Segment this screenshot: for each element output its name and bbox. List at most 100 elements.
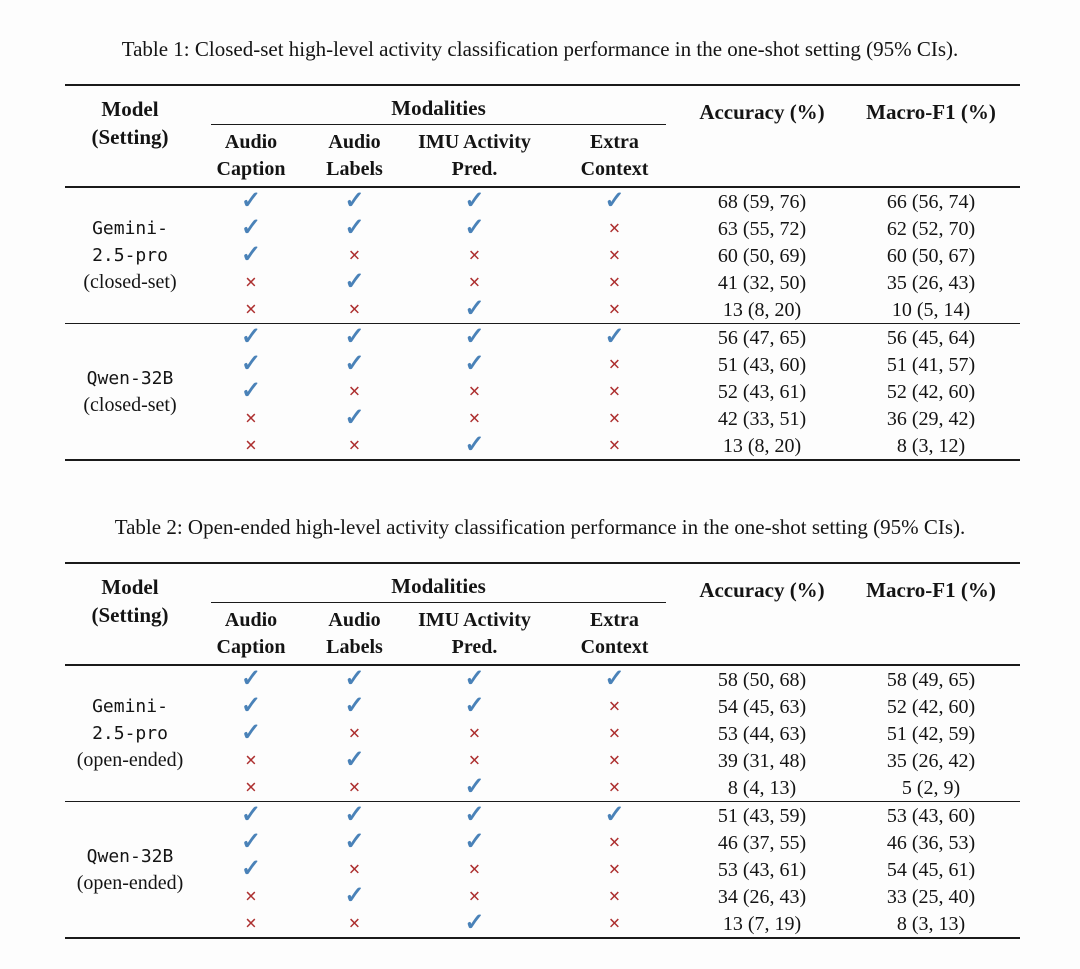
- macro-f1-value: 51 (42, 59): [886, 722, 976, 745]
- extra-context-mark-cell: ✓: [547, 665, 682, 693]
- model-header-line: Model: [101, 97, 159, 121]
- table-row: ✓ × × × 53 (44, 63) 51 (42, 59): [65, 720, 1020, 747]
- table-row: ✓ ✓ ✓ × 51 (43, 60) 51 (41, 57): [65, 351, 1020, 378]
- audio-labels-mark-cell: ×: [307, 296, 402, 324]
- cross-icon: ×: [245, 433, 257, 457]
- col-header-imu-activity-pred: IMU Activity Pred.: [402, 603, 547, 666]
- col-header-audio-caption: Audio Caption: [195, 125, 307, 188]
- check-icon: ✓: [344, 829, 365, 855]
- extra-context-mark-cell: ×: [547, 910, 682, 938]
- cross-icon: ×: [348, 433, 361, 457]
- setting-header-line: (Setting): [91, 125, 169, 149]
- macro-f1-value: 10 (5, 14): [891, 298, 971, 321]
- model-setting: (open-ended): [76, 871, 184, 894]
- imu-activity-pred-mark-cell: ✓: [402, 187, 547, 215]
- audio-labels-mark-cell: ✓: [307, 801, 402, 829]
- imu-activity-pred-mark-cell: ✓: [402, 693, 547, 720]
- audio-caption-mark-cell: ✓: [195, 242, 307, 269]
- table-row: ✓ × × × 60 (50, 69) 60 (50, 67): [65, 242, 1020, 269]
- table-row: Gemini- 2.5-pro (open-ended) ✓ ✓ ✓ ✓ 58 (50, 68…: [65, 665, 1020, 771]
- table-row: × ✓ × × 34 (26, 43) 33 (25, 40): [65, 883, 1020, 910]
- col-header-modalities: Modalities: [195, 85, 682, 125]
- accuracy-value: 42 (33, 51): [717, 407, 807, 430]
- cross-icon: ×: [348, 775, 361, 799]
- imu-activity-pred-mark-cell: ×: [402, 856, 547, 883]
- check-icon: ✓: [240, 324, 262, 350]
- cross-icon: ×: [608, 830, 621, 854]
- extra-context-mark-cell: ×: [547, 378, 682, 405]
- check-icon: ✓: [240, 802, 262, 828]
- audio-labels-mark-cell: ✓: [307, 269, 402, 296]
- extra-context-mark-cell: ×: [547, 296, 682, 324]
- cross-icon: ×: [468, 243, 481, 267]
- table-row: × ✓ × × 42 (33, 51) 36 (29, 42): [65, 405, 1020, 432]
- audio-labels-mark-cell: ✓: [307, 829, 402, 856]
- table-2-section: Table 2: Open-ended high-level activity …: [34, 514, 1046, 939]
- accuracy-value: 51 (43, 60): [717, 353, 807, 376]
- extra-context-mark-cell: ×: [547, 405, 682, 432]
- audio-labels-mark-cell: ✓: [307, 215, 402, 242]
- macro-f1-value: 46 (36, 53): [886, 831, 976, 854]
- table-2-body: Gemini- 2.5-pro (open-ended) ✓ ✓ ✓ ✓ 58 (50, 68…: [65, 665, 1020, 938]
- cross-icon: ×: [468, 748, 481, 772]
- extra-context-mark-cell: ×: [547, 432, 682, 460]
- modalities-label: Modalities: [211, 96, 666, 125]
- table-row: × × ✓ × 13 (7, 19) 8 (3, 13): [65, 910, 1020, 938]
- cross-icon: ×: [245, 775, 257, 799]
- audio-labels-mark-cell: ✓: [307, 405, 402, 432]
- check-icon: ✓: [240, 666, 262, 692]
- extra-context-mark-cell: ×: [547, 883, 682, 910]
- cross-icon: ×: [608, 884, 621, 908]
- imu-activity-pred-mark-cell: ✓: [402, 665, 547, 693]
- cross-icon: ×: [348, 297, 361, 321]
- col-header-imu-activity-pred: IMU Activity Pred.: [402, 125, 547, 188]
- audio-caption-mark-cell: ×: [195, 774, 307, 802]
- imu-activity-pred-mark-cell: ✓: [402, 351, 547, 378]
- check-icon: ✓: [344, 405, 365, 431]
- check-icon: ✓: [240, 693, 262, 719]
- cross-icon: ×: [245, 297, 257, 321]
- macro-f1-value: 54 (45, 61): [886, 858, 976, 881]
- check-icon: ✓: [464, 432, 485, 458]
- macro-f1-value: 51 (41, 57): [886, 353, 976, 376]
- cross-icon: ×: [245, 884, 257, 908]
- accuracy-value: 53 (43, 61): [717, 858, 807, 881]
- audio-caption-mark-cell: ✓: [195, 323, 307, 351]
- audio-caption-mark-cell: ×: [195, 747, 307, 774]
- table-2: Model (Setting) Modalities Accuracy (%) …: [65, 562, 1020, 939]
- check-icon: ✓: [604, 802, 625, 828]
- audio-caption-mark-cell: ×: [195, 296, 307, 324]
- check-icon: ✓: [604, 324, 625, 350]
- accuracy-value: 53 (44, 63): [717, 722, 807, 745]
- check-icon: ✓: [344, 693, 365, 719]
- macro-f1-value: 35 (26, 42): [886, 749, 976, 772]
- audio-caption-mark-cell: ✓: [195, 351, 307, 378]
- check-icon: ✓: [240, 188, 262, 214]
- extra-context-mark-cell: ✓: [547, 801, 682, 829]
- check-icon: ✓: [344, 269, 365, 295]
- model-name: 2.5-pro: [92, 245, 168, 266]
- macro-f1-value: 8 (3, 12): [896, 434, 966, 457]
- header-row-modalities: Audio Caption Audio Labels IMU Activity …: [65, 603, 1020, 666]
- modalities-label: Modalities: [211, 574, 666, 603]
- audio-caption-mark-cell: ×: [195, 883, 307, 910]
- accuracy-value: 8 (4, 13): [727, 776, 797, 799]
- cross-icon: ×: [608, 216, 621, 240]
- accuracy-value: 52 (43, 61): [717, 380, 807, 403]
- cross-icon: ×: [608, 433, 621, 457]
- macro-f1-value: 62 (52, 70): [886, 217, 976, 240]
- cross-icon: ×: [348, 243, 361, 267]
- audio-caption-mark-cell: ✓: [195, 856, 307, 883]
- col-header-accuracy: Accuracy (%): [682, 85, 842, 188]
- col-header-audio-caption: Audio Caption: [195, 603, 307, 666]
- col-header-audio-labels: Audio Labels: [307, 603, 402, 666]
- table-row: × × ✓ × 13 (8, 20) 10 (5, 14): [65, 296, 1020, 324]
- check-icon: ✓: [464, 666, 485, 692]
- cross-icon: ×: [245, 911, 257, 935]
- table-row: Qwen-32B (open-ended) ✓ ✓ ✓ ✓ 51 (43, 59) 53 (4…: [65, 801, 1020, 938]
- check-icon: ✓: [344, 883, 365, 909]
- check-icon: ✓: [464, 351, 485, 377]
- model-name: Qwen-32B: [86, 367, 174, 389]
- imu-activity-pred-mark-cell: ✓: [402, 774, 547, 802]
- table-2-caption: Table 2: Open-ended high-level activity …: [114, 515, 966, 539]
